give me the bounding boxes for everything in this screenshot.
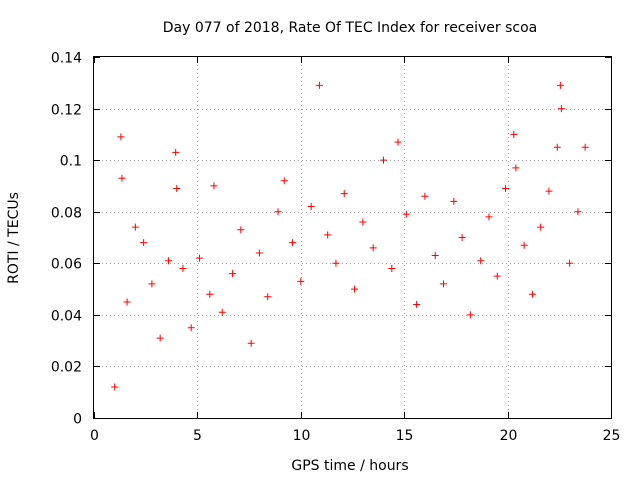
data-point (545, 187, 553, 195)
data-point (351, 285, 359, 293)
data-point (528, 290, 536, 298)
data-points (111, 81, 589, 391)
data-point (477, 257, 485, 265)
data-point (210, 182, 218, 190)
data-point (537, 223, 545, 231)
data-point (520, 241, 528, 249)
data-point (229, 270, 237, 278)
data-point (140, 239, 148, 247)
data-point (402, 210, 410, 218)
data-point (274, 208, 282, 216)
data-point (510, 130, 518, 138)
data-point (557, 105, 565, 113)
data-point (439, 280, 447, 288)
data-point (247, 339, 255, 347)
data-point (264, 293, 272, 301)
grid (94, 57, 611, 418)
data-point (359, 218, 367, 226)
data-point (394, 138, 402, 146)
data-point (512, 164, 520, 172)
data-point (315, 81, 323, 89)
y-tick-label: 0.14 (51, 51, 82, 67)
data-point (502, 185, 510, 193)
data-point (156, 334, 164, 342)
y-tick-label: 0.12 (51, 103, 82, 119)
data-point (255, 249, 263, 257)
data-point (118, 174, 126, 182)
chart-title: Day 077 of 2018, Rate Of TEC Index for r… (163, 20, 538, 36)
data-point (566, 259, 574, 267)
data-point (173, 185, 181, 193)
data-point (111, 383, 119, 391)
tick-labels: 0 5 10 15 20 25 0 0.02 0.04 0.06 0.08 0.1 0.12 0.14 (51, 51, 621, 445)
x-tick-label: 25 (603, 428, 621, 444)
data-point (148, 280, 156, 288)
data-point (206, 290, 214, 298)
data-point (332, 259, 340, 267)
data-point (485, 213, 493, 221)
y-tick-label: 0.08 (51, 206, 82, 222)
data-point (324, 231, 332, 239)
data-point (131, 223, 139, 231)
data-point (388, 264, 396, 272)
data-point (280, 177, 288, 185)
data-point (187, 324, 195, 332)
data-point (556, 81, 564, 89)
plot-frame (93, 56, 612, 419)
data-point (237, 226, 245, 234)
data-point (289, 239, 297, 247)
y-tick-label: 0.1 (60, 154, 82, 170)
y-axis-label: ROTI / TECUs (6, 192, 22, 284)
y-tick-label: 0 (73, 412, 82, 428)
x-tick-label: 10 (293, 428, 311, 444)
data-point (458, 234, 466, 241)
data-point (297, 277, 305, 285)
data-point (179, 264, 187, 272)
x-tick-label: 0 (90, 428, 99, 444)
data-point (195, 254, 203, 262)
data-point (421, 192, 429, 200)
y-tick-label: 0.06 (51, 257, 82, 273)
x-tick-label: 20 (500, 428, 518, 444)
data-point (413, 301, 421, 309)
data-point (307, 203, 315, 211)
data-point (340, 190, 348, 198)
data-point (369, 244, 377, 252)
data-point (553, 143, 561, 151)
data-point (117, 133, 125, 141)
data-point (172, 148, 180, 156)
data-point (581, 143, 589, 151)
data-point (431, 252, 439, 260)
data-point (450, 197, 458, 205)
x-tick-label: 5 (193, 428, 202, 444)
ticks (94, 57, 612, 419)
data-point (164, 257, 172, 265)
data-point (123, 298, 131, 306)
data-point (574, 208, 582, 216)
y-tick-label: 0.04 (51, 309, 82, 325)
data-point (466, 311, 474, 319)
data-point (493, 272, 501, 280)
data-point (218, 308, 226, 316)
data-point (380, 156, 388, 164)
x-axis-label: GPS time / hours (291, 458, 408, 474)
x-tick-label: 15 (396, 428, 414, 444)
y-tick-label: 0.02 (51, 360, 82, 376)
